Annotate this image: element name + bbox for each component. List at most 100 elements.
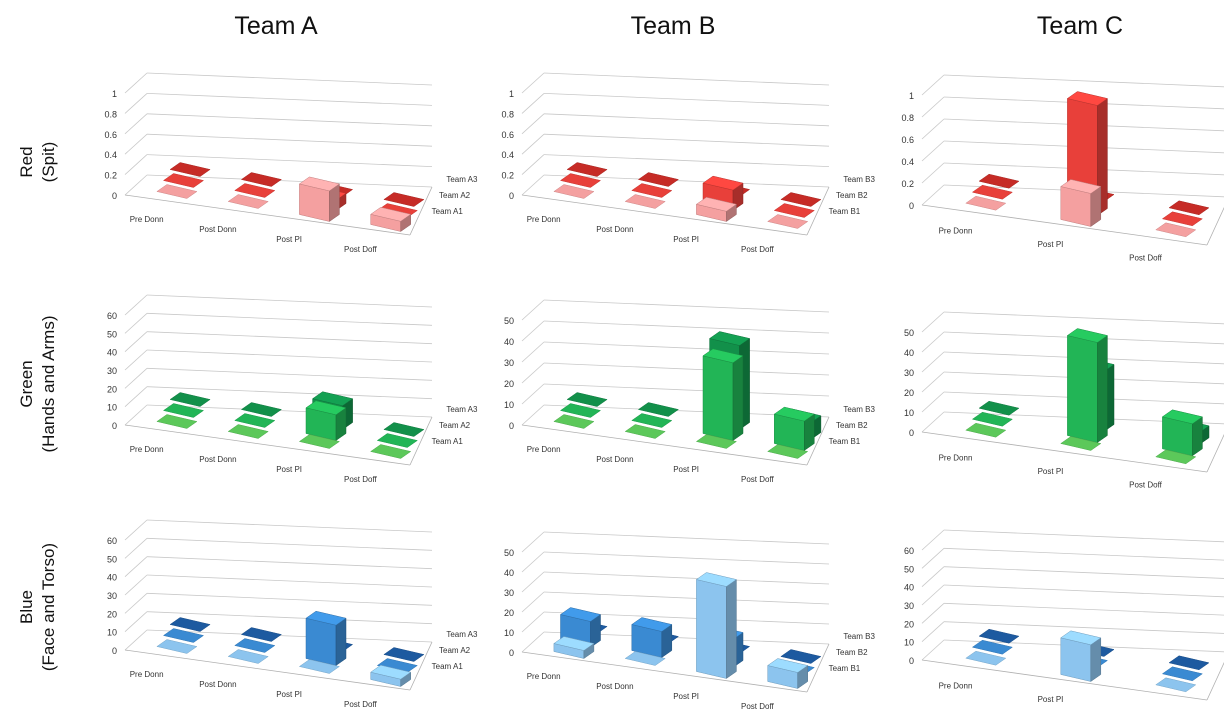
bar-team-c3-0 [978,628,1020,644]
bar-team-b1-1 [624,194,666,209]
bar-team-a1-3 [370,664,412,687]
z-tick-label: 0.6 [901,135,914,145]
bar-team-a2-0 [162,403,205,418]
gridline-left [521,531,545,553]
z-tick-label: 30 [107,591,117,601]
gridline-left [921,140,945,162]
gridline-back [543,93,830,106]
bar-team-c2-2 [1161,211,1204,227]
gridline-back [146,611,433,625]
bar-tile [234,183,276,198]
bar-team-b1-1 [624,651,666,666]
gridline-back [146,556,433,570]
bar-team-a1-0 [156,414,198,429]
category-label: Post PI [1038,467,1064,476]
bar-team-b2-2 [702,348,744,441]
bar-top [767,658,809,673]
gridline-left [124,113,148,135]
z-tick-label: 0.8 [104,109,117,119]
gridline-left [521,611,545,633]
category-label: Post PI [276,465,302,474]
bar-tile [965,195,1007,211]
z-tick-label: 0 [112,646,117,656]
z-tick-label: 0.6 [501,130,514,140]
bar-team-c1-1 [1060,436,1102,451]
floor-right-edge [409,641,433,691]
chart-panel-2: 0 0.2 0.4 0.6 0.8 1 Pre Donn Post Donn Post PI Po… [501,72,875,254]
z-tick-label: 0.2 [501,171,514,181]
bar-top [370,664,412,680]
bar-front [1060,637,1092,682]
bar-team-b1-2 [695,572,738,679]
bar-team-a3-3 [383,647,425,662]
bar-team-a3-0 [169,617,211,632]
category-label: Post PI [1038,695,1064,704]
bar-team-b3-1 [637,402,680,417]
bar-tile [780,192,822,207]
z-tick-label: 60 [107,311,117,321]
gridline-back [146,154,433,167]
bar-side [335,617,347,666]
floor-right-edge [806,643,830,693]
z-tick-label: 40 [107,573,117,583]
category-label: Post Doff [1129,480,1163,489]
bar-top [311,391,354,406]
bar-team-c1-0 [965,195,1007,211]
bar-tile [298,434,341,449]
chart-panel-4: 0 10 20 30 40 50 60 Pre Donn Post Donn Post PI Pos… [107,294,478,484]
bar-side [726,579,737,679]
bar-team-a2-0 [162,628,205,643]
gridline-back [543,299,830,313]
bar-tile [1060,436,1102,451]
bar-tile [695,434,738,449]
bar-team-c3-2 [1168,200,1210,216]
z-tick-label: 20 [904,619,914,629]
category-label: Post Doff [741,702,775,709]
gridline-left [124,93,148,114]
gridline-left [521,299,545,321]
gridline-back [543,133,830,147]
gridline-back [146,93,433,106]
gridline-back [146,519,433,533]
z-tick-label: 40 [904,583,914,593]
category-label: Post PI [673,235,699,244]
gridline-back [943,74,1224,88]
bar-team-c3-0 [978,400,1020,416]
z-tick-label: 20 [107,384,117,394]
gridline-left [124,556,148,577]
z-tick-label: 0 [509,191,514,201]
z-tick-label: 50 [504,548,514,558]
bar-team-c2-0 [971,639,1014,655]
gridline-left [921,584,945,606]
bar-tile [553,184,595,199]
gridline-left [124,629,148,651]
gridline-left [521,404,545,426]
bar-tile [240,627,283,642]
bar-team-a2-0 [162,173,205,188]
z-tick-label: 30 [904,601,914,611]
z-tick-label: 0 [112,191,117,201]
bar-team-a1-3 [370,444,412,459]
bar-team-a2-1 [234,183,276,198]
category-label: Post Doff [344,475,378,484]
z-tick-label: 0.8 [901,113,914,123]
gridline-back [543,113,830,127]
gridline-left [521,133,545,155]
gridline-back [943,547,1224,561]
z-tick-label: 0.2 [901,179,914,189]
bar-team-a3-3 [383,192,425,207]
z-tick-label: 50 [904,564,914,574]
bar-front [1067,335,1098,443]
category-label: Post Donn [199,680,236,689]
bar-tile [227,649,269,664]
bar-team-a3-0 [169,392,211,407]
series-label: Team A2 [439,421,471,430]
gridline-back [146,331,433,345]
series-label: Team A2 [439,191,471,200]
gridline-left [124,368,148,389]
gridline-left [124,404,148,426]
bar-top [1161,409,1204,425]
bar-tile [971,184,1014,200]
z-tick-label: 10 [904,638,914,648]
floor-front-edge [124,194,411,236]
